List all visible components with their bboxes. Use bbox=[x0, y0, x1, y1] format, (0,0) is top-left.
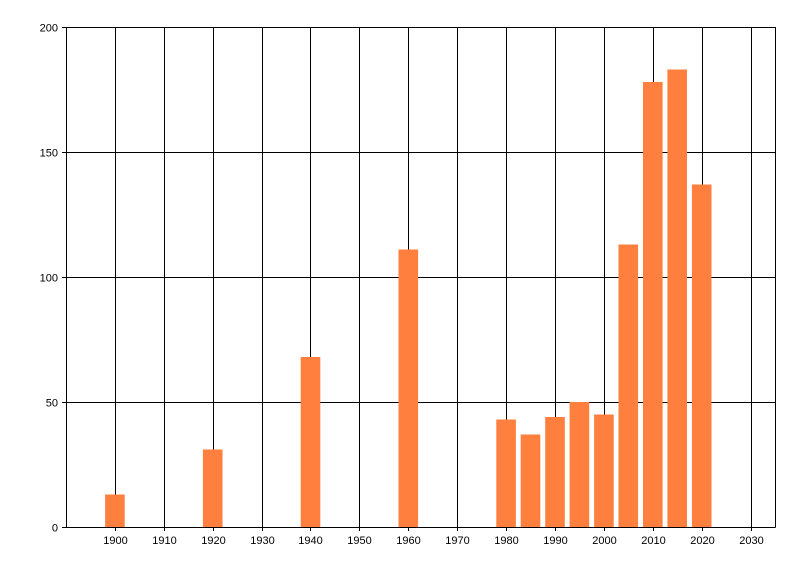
x-tick-label: 1960 bbox=[396, 535, 420, 547]
x-tick-label: 1990 bbox=[543, 535, 567, 547]
x-tick-label: 1920 bbox=[201, 535, 225, 547]
x-tick-label: 2000 bbox=[592, 535, 616, 547]
x-tick-label: 1910 bbox=[152, 535, 176, 547]
bar bbox=[398, 249, 419, 527]
x-tick-label: 2020 bbox=[690, 535, 714, 547]
x-tick-label: 2010 bbox=[641, 535, 665, 547]
x-tick-label: 1970 bbox=[445, 535, 469, 547]
bar bbox=[202, 449, 223, 527]
bar bbox=[594, 414, 614, 527]
bar bbox=[496, 419, 516, 527]
bar bbox=[520, 434, 541, 527]
bar bbox=[618, 244, 639, 527]
tick-labels: 1900 1910 1920 1930 1940 1950 1960 1970 1980 1990… bbox=[40, 23, 764, 548]
bars bbox=[105, 69, 712, 527]
y-tick-label: 0 bbox=[52, 523, 58, 535]
y-tick-label: 50 bbox=[46, 398, 58, 410]
bar bbox=[105, 494, 125, 527]
axes bbox=[66, 27, 776, 528]
y-tick-label: 100 bbox=[40, 273, 58, 285]
bar bbox=[545, 417, 565, 527]
bar bbox=[667, 69, 687, 527]
x-tick-label: 1930 bbox=[250, 535, 274, 547]
bar bbox=[691, 184, 712, 527]
bar bbox=[300, 357, 321, 527]
x-tick-label: 1950 bbox=[347, 535, 371, 547]
bar bbox=[569, 402, 590, 527]
x-tick-label: 1980 bbox=[494, 535, 518, 547]
y-tick-label: 200 bbox=[40, 23, 58, 35]
x-tick-label: 1900 bbox=[103, 535, 127, 547]
x-tick-label: 2030 bbox=[739, 535, 763, 547]
y-tick-label: 150 bbox=[40, 148, 58, 160]
x-tick-label: 1940 bbox=[298, 535, 322, 547]
bar bbox=[643, 82, 663, 527]
